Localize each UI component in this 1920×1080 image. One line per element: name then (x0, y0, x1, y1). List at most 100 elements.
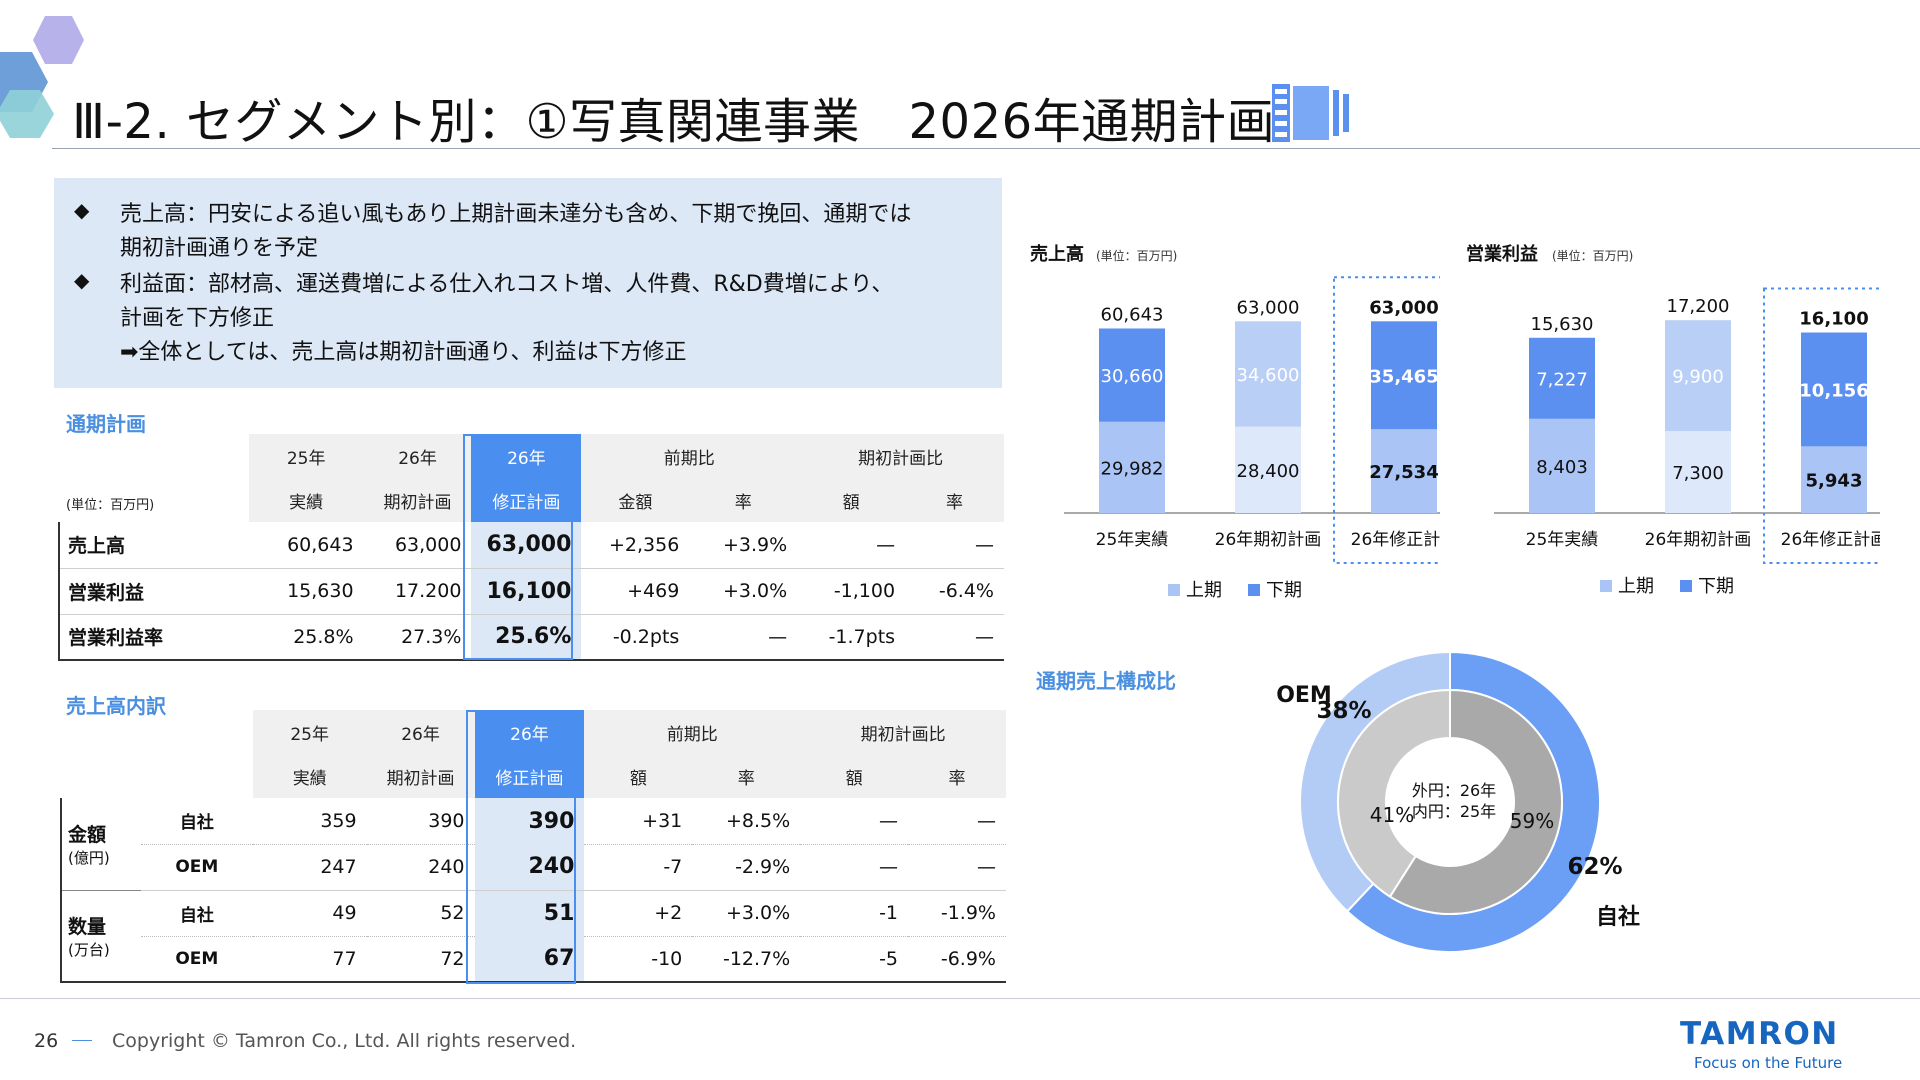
cell: 390 (366, 798, 475, 845)
group-unit: (万台) (68, 940, 110, 959)
logo-tagline: Focus on the Future (1694, 1054, 1843, 1072)
table-row: 金額 (億円) 自社 359 390 390 +31 +8.5% — — (60, 798, 1006, 891)
table-row: OEM 247 240 240 -7 -2.9% — — (61, 844, 1006, 891)
plan-header-26: 26年 (363, 434, 472, 478)
bar-h1 (1801, 446, 1867, 513)
plan-subheader: 期初計画 (363, 478, 472, 522)
breakdown-section-label: 売上高内訳 (66, 694, 166, 718)
cell: -6.4% (905, 568, 1004, 615)
plan-subheader: 金額 (581, 478, 690, 522)
legend-label: 上期 (1618, 576, 1654, 597)
cell: +2 (584, 890, 693, 937)
cell: +469 (581, 568, 690, 615)
legend-swatch-h1 (1600, 580, 1612, 592)
revised-plan-frame (1333, 276, 1440, 565)
legend-label: 上期 (1186, 580, 1222, 601)
bar-h2 (1371, 321, 1437, 430)
header-hexagons-icon (0, 16, 84, 138)
cell: 72 (366, 936, 475, 983)
plan-subheader: 率 (905, 478, 1004, 522)
bar-total-label: 60,643 (1101, 304, 1164, 325)
page-title: Ⅲ-2. セグメント別：①写真関連事業 2026年通期計画 (72, 94, 1276, 150)
plan-subheader: 実績 (248, 478, 364, 522)
cell: 63,000 (471, 522, 582, 569)
summary-line: 期初計画通りを予定 (120, 236, 319, 261)
summary-line: ➡全体としては、売上高は期初計画通り、利益は下方修正 (120, 340, 687, 365)
cell: 25.6% (471, 614, 582, 661)
cell: — (905, 614, 1004, 661)
category-label: 26年期初計画 (1215, 530, 1322, 550)
legend-swatch-h1 (1168, 584, 1180, 596)
breakdown-subheader: 率 (908, 754, 1006, 798)
cell: 240 (474, 844, 585, 891)
plan-header-vs-plan: 期初計画比 (797, 434, 1004, 478)
sales-bar-chart: 売上高 (単位：百万円) 29,982 30,660 60,643 25年実績 28,400… (1030, 243, 1440, 601)
cell: 247 (252, 844, 367, 891)
cell: -7 (584, 844, 693, 891)
bar-h2-label: 34,600 (1237, 365, 1300, 386)
self-label: 自社 (1596, 904, 1640, 930)
bar-h2 (1235, 321, 1301, 427)
cell: 15,630 (248, 568, 364, 615)
category-label: 25年実績 (1096, 530, 1169, 550)
cell: 240 (366, 844, 475, 891)
bar-h2 (1529, 337, 1595, 419)
breakdown-table: 25年 26年 26年 前期比 期初計画比 実績 期初計画 修正計画 額 率 額… (60, 710, 1006, 983)
breakdown-subheader: 実績 (252, 754, 367, 798)
table-row: 売上高 60,643 63,000 63,000 +2,356 +3.9% — … (58, 522, 1004, 569)
legend-label: 下期 (1698, 576, 1734, 597)
tamron-logo: TAMRON (1680, 1016, 1839, 1052)
legend-swatch-h2 (1248, 584, 1260, 596)
row-label: 自社 (140, 798, 253, 845)
cell: — (797, 522, 906, 569)
breakdown-subheader: 率 (692, 754, 801, 798)
plan-subheader: 率 (689, 478, 798, 522)
cell: — (908, 844, 1006, 891)
cell: +8.5% (692, 798, 801, 845)
bar-h1 (1529, 418, 1595, 513)
chart-title: 売上高 (1030, 243, 1084, 265)
cell: — (908, 798, 1006, 845)
breakdown-subheader: 期初計画 (366, 754, 475, 798)
cell: 51 (474, 890, 585, 936)
bar-h2 (1801, 332, 1867, 447)
bar-h1 (1371, 429, 1437, 513)
bar-h1-label: 28,400 (1237, 461, 1300, 482)
bar-total-label: 16,100 (1799, 309, 1868, 330)
oem-label: OEM (1276, 683, 1332, 708)
cell: 63,000 (363, 522, 472, 569)
table-row: 数量 (万台) 自社 49 52 51 +2 +3.0% -1 -1.9% (60, 890, 1006, 983)
row-label: 売上高 (58, 522, 249, 569)
cell: — (905, 522, 1004, 569)
summary-line: 売上高：円安による追い風もあり上期計画未達分も含め、下期で挽回、通期では (120, 202, 912, 227)
cell: -1,100 (797, 568, 906, 615)
cell: -6.9% (908, 936, 1006, 983)
bar-total-label: 63,000 (1369, 297, 1438, 318)
page-number: 26 (34, 1030, 59, 1052)
row-label: OEM (140, 844, 253, 891)
bar-total-label: 63,000 (1237, 297, 1300, 318)
cell: — (689, 614, 798, 661)
cell: 390 (474, 798, 585, 844)
cell: 77 (252, 936, 367, 983)
legend-label: 下期 (1266, 580, 1302, 601)
summary-line: 利益面：部材高、運送費増による仕入れコスト増、人件費、R&D費増により、 (120, 272, 894, 297)
group-unit: (億円) (68, 848, 110, 867)
cell: +3.0% (689, 568, 798, 615)
profit-bar-chart: 営業利益 (単位：百万円) 8,403 7,227 15,630 25年実績 7,300 9,… (1466, 243, 1880, 597)
plan-subheader: 修正計画 (471, 478, 582, 522)
cell: 60,643 (248, 522, 364, 569)
breakdown-header: 期初計画比 (800, 710, 1006, 754)
breakdown-header: 前期比 (584, 710, 801, 754)
cell: -12.7% (692, 936, 801, 983)
diamond-bullet-icon: ◆ (74, 268, 90, 292)
group-label: 数量 (68, 915, 107, 938)
row-label: OEM (140, 936, 253, 983)
bar-h2-label: 30,660 (1101, 366, 1164, 387)
breakdown-subheader: 額 (584, 754, 693, 798)
cell: -1 (800, 890, 909, 937)
cell: +31 (584, 798, 693, 845)
donut-title: 通期売上構成比 (1036, 669, 1176, 693)
chart-title: 営業利益 (1466, 243, 1538, 265)
